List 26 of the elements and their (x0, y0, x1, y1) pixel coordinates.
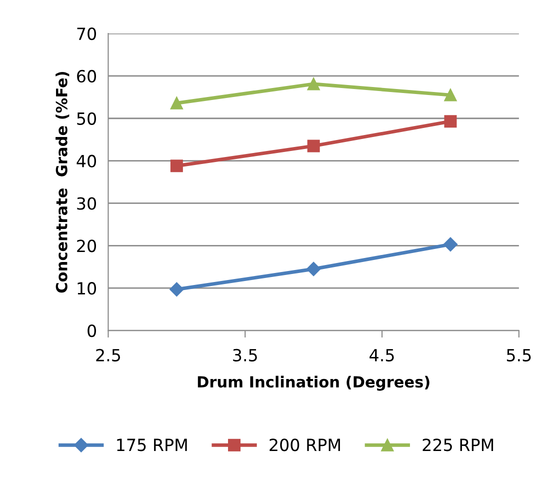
point (170, 282, 184, 296)
y-axis-title: Concentrate Grade (%Fe) (56, 72, 70, 293)
point (306, 262, 321, 276)
point (444, 115, 457, 128)
x-tick-label: 2.5 (96, 348, 120, 362)
y-tick-label: 10 (78, 282, 96, 295)
y-tick-label: 70 (77, 27, 96, 40)
legend-label: 175 RPM (117, 438, 187, 452)
x-tick-label: 4.5 (370, 349, 394, 362)
x-tick-label: 5.5 (506, 349, 531, 362)
x-axis-title: Drum Inclination (Degrees) (198, 376, 430, 391)
point (444, 88, 457, 102)
legend-label: 225 RPM (422, 438, 494, 452)
y-tick-label: 30 (77, 197, 96, 210)
point (307, 78, 320, 90)
y-tick-label: 60 (77, 70, 96, 83)
point (170, 160, 183, 172)
point (443, 237, 458, 252)
y-tick-label: 50 (77, 112, 96, 125)
y-tick-label: 0 (88, 324, 96, 338)
x-tick-label: 3.5 (233, 348, 257, 362)
legend-label: 200 RPM (270, 438, 340, 452)
y-tick-label: 40 (76, 154, 96, 168)
point (307, 140, 320, 152)
y-tick-label: 20 (77, 240, 96, 252)
point (170, 96, 183, 110)
